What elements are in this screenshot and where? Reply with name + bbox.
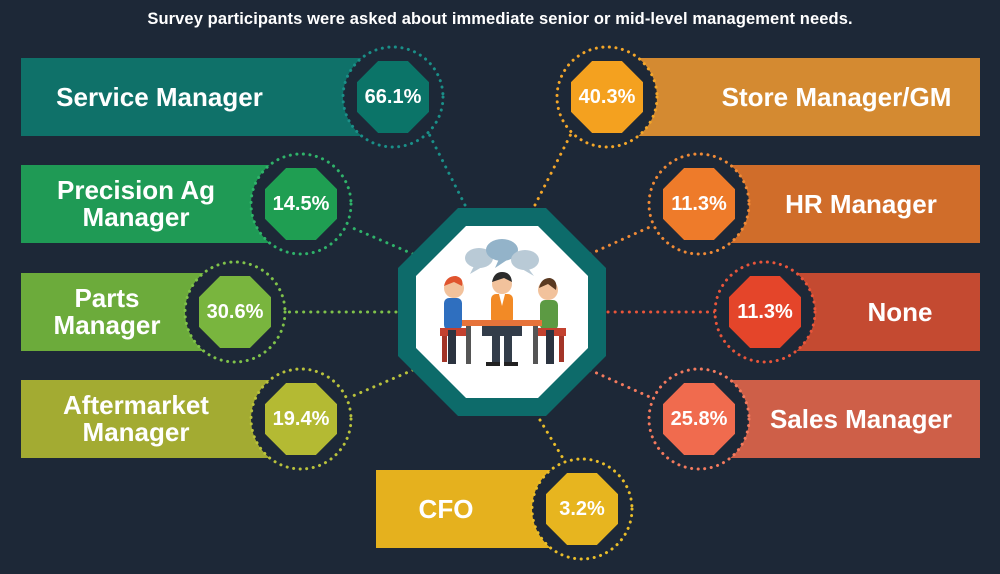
- badge-sales-manager: 25.8%: [646, 366, 752, 472]
- badge-service-manager: 66.1%: [340, 44, 446, 150]
- badge-hr-manager: 11.3%: [646, 151, 752, 257]
- meeting-illustration-icon: [440, 239, 566, 366]
- badge-parts-manager: 30.6%: [182, 259, 288, 365]
- connector-aftermarket: [346, 368, 415, 400]
- pct-store-manager: 40.3%: [578, 85, 636, 108]
- central-hub: [396, 206, 608, 418]
- banner-parts-manager: Parts Manager: [21, 273, 221, 351]
- pct-parts-manager: 30.6%: [206, 300, 264, 323]
- badge-cfo: 3.2%: [529, 456, 635, 562]
- pct-sales-manager: 25.8%: [670, 407, 728, 430]
- banner-precision-ag-manager: Precision Ag Manager: [21, 165, 281, 243]
- survey-title: Survey participants were asked about imm…: [147, 10, 853, 28]
- connector-hr-manager: [588, 224, 654, 256]
- pct-aftermarket-manager: 19.4%: [272, 407, 330, 430]
- badge-aftermarket-manager: 19.4%: [248, 366, 354, 472]
- pct-service-manager: 66.1%: [364, 85, 422, 108]
- banner-store-manager: Store Manager/GM: [623, 58, 980, 136]
- badge-store-manager: 40.3%: [554, 44, 660, 150]
- pct-hr-manager: 11.3%: [671, 192, 727, 215]
- banner-service-manager: Service Manager: [21, 58, 378, 136]
- pct-precision-ag-manager: 14.5%: [272, 192, 330, 215]
- banner-hr-manager: HR Manager: [720, 165, 980, 243]
- pct-cfo: 3.2%: [559, 497, 605, 520]
- connector-precision-ag: [346, 224, 415, 256]
- pct-none: 11.3%: [737, 300, 793, 323]
- connector-service-manager: [424, 126, 467, 207]
- badge-precision-ag-manager: 14.5%: [248, 151, 354, 257]
- connector-store-manager: [533, 126, 576, 207]
- banner-aftermarket-manager: Aftermarket Manager: [21, 380, 281, 458]
- connector-sales-manager: [588, 368, 654, 400]
- badge-none: 11.3%: [712, 259, 818, 365]
- banner-sales-manager: Sales Manager: [720, 380, 980, 458]
